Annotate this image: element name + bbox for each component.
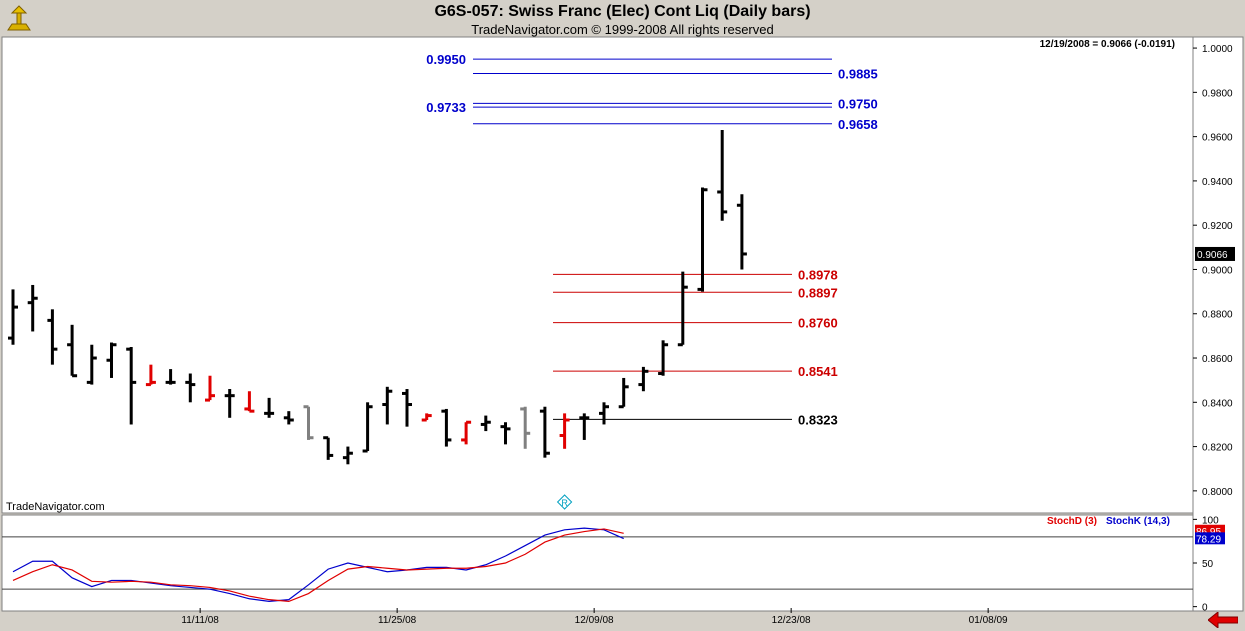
watermark-text: TradeNavigator.com: [6, 501, 105, 513]
ohlc-bar: [539, 406, 550, 458]
price-axis-label: 0.9200: [1202, 221, 1233, 232]
ohlc-bar: [480, 415, 491, 432]
date-axis-label: 01/08/09: [969, 615, 1008, 626]
ohlc-bar: [599, 402, 609, 425]
legend-stoch-k: StochK (14,3): [1106, 516, 1170, 527]
scroll-left-arrow-icon[interactable]: [1208, 612, 1238, 628]
ohlc-bar: [224, 389, 235, 418]
date-axis-label: 11/25/08: [378, 615, 417, 626]
ohlc-bar: [244, 391, 255, 413]
ohlc-bar: [638, 366, 649, 392]
ohlc-bar: [8, 289, 18, 345]
fib-label-lower: 0.8978: [798, 267, 838, 282]
price-axis-label: 1.0000: [1202, 44, 1233, 55]
stochastic-axis-label: 0: [1202, 603, 1208, 614]
ohlc-bar: [27, 284, 38, 332]
ohlc-bar: [342, 446, 353, 465]
fib-label-lower: 0.8323: [798, 412, 838, 427]
price-axis-label: 0.9800: [1202, 88, 1233, 99]
price-pane: [1, 36, 1194, 514]
stoch-k-line: [12, 527, 624, 603]
event-marker-icon: [556, 494, 573, 510]
stoch-d-value: 86.95: [1196, 527, 1221, 538]
fib-label-lower: 0.8541: [798, 364, 838, 379]
stochastic-axis-label: 50: [1202, 559, 1214, 570]
ohlc-bar: [283, 411, 294, 425]
price-axis-label: 0.9000: [1202, 265, 1233, 276]
fib-label-upper: 0.9750: [838, 96, 878, 111]
ohlc-bar: [165, 369, 176, 385]
date-axis-label: 12/23/08: [772, 615, 811, 626]
stochastic-axis-label: 100: [1202, 515, 1219, 526]
fib-label-lower: 0.8760: [798, 316, 838, 331]
ohlc-bar: [736, 194, 747, 270]
ohlc-bar: [441, 408, 452, 447]
chart-title: G6S-057: Swiss Franc (Elec) Cont Liq (Da…: [434, 3, 811, 20]
ohlc-bar: [579, 413, 590, 440]
price-axis-label: 0.8800: [1202, 310, 1233, 321]
ohlc-bar: [658, 340, 669, 376]
stoch-d-line: [12, 528, 624, 603]
date-axis-label: 12/09/08: [575, 615, 614, 626]
ohlc-bar: [402, 389, 412, 427]
fib-label-upper: 0.9950: [426, 52, 466, 67]
price-axis-label: 0.8400: [1202, 398, 1233, 409]
price-axis-label: 0.8000: [1202, 487, 1233, 498]
price-axis-label: 0.8600: [1202, 354, 1233, 365]
ohlc-bar: [145, 364, 156, 387]
ohlc-bar: [264, 397, 275, 418]
ohlc-bar: [67, 324, 78, 378]
trade-navigator-logo-icon[interactable]: [4, 4, 34, 34]
ohlc-bar: [382, 386, 393, 425]
last-price-box: [1195, 246, 1235, 261]
ohlc-bar: [47, 309, 58, 365]
fib-label-upper: 0.9733: [426, 100, 466, 115]
ohlc-bar: [500, 422, 511, 445]
ohlc-bar: [520, 406, 531, 449]
ohlc-bar: [205, 375, 215, 402]
ohlc-bar: [677, 271, 688, 347]
stoch-k-value: 78.29: [1196, 534, 1221, 545]
price-axis-label: 0.9400: [1202, 177, 1233, 188]
ohlc-bar: [697, 187, 708, 292]
fib-label-upper: 0.9658: [838, 117, 878, 132]
stochastic-pane: [1, 514, 1194, 612]
ohlc-bar: [126, 346, 137, 425]
ohlc-bar: [421, 413, 432, 422]
fib-label-upper: 0.9885: [838, 67, 878, 82]
ohlc-bar: [559, 413, 570, 449]
ohlc-bar: [362, 402, 373, 453]
chart-subtitle: TradeNavigator.com © 1999-2008 All right…: [471, 22, 774, 37]
status-readout: 12/19/2008 = 0.9066 (-0.0191): [1040, 39, 1175, 50]
legend-stoch-d: StochD (3): [1047, 516, 1097, 527]
event-marker-label: R: [561, 498, 568, 508]
ohlc-bar: [106, 342, 117, 378]
price-axis-panel: [1192, 36, 1244, 612]
ohlc-bar: [461, 420, 472, 445]
ohlc-bar: [323, 436, 334, 460]
ohlc-bar: [717, 129, 728, 221]
date-axis-label: 11/11/08: [181, 615, 219, 626]
price-axis-label: 0.9600: [1202, 133, 1233, 144]
last-price-label: 0.9066: [1197, 250, 1228, 261]
ohlc-bar: [86, 344, 97, 385]
ohlc-bar: [185, 373, 196, 403]
price-axis-label: 0.8200: [1202, 443, 1233, 454]
ohlc-bar: [618, 377, 629, 409]
fib-label-lower: 0.8897: [798, 285, 838, 300]
ohlc-bar: [303, 405, 314, 440]
stoch-k-value-box: [1195, 532, 1225, 545]
